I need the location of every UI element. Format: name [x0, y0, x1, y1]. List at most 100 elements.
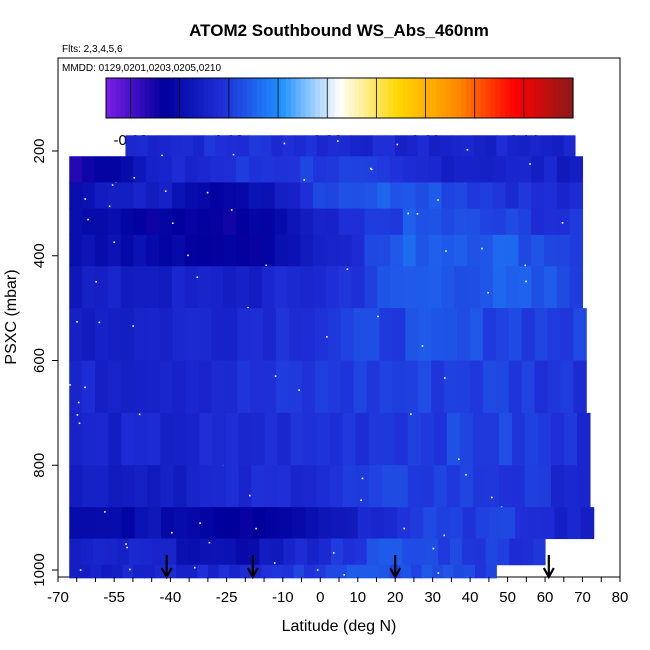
heatmap-cell — [534, 360, 549, 414]
heatmap-cell — [556, 156, 571, 183]
missing-sample-dot — [84, 386, 86, 389]
heatmap-cell — [69, 538, 82, 566]
heatmap-cell — [569, 156, 584, 183]
heatmap-cell — [462, 135, 475, 157]
heatmap-cell — [556, 234, 571, 267]
colorbar-segment — [368, 78, 375, 118]
heatmap-cell — [505, 156, 519, 183]
heatmap-cell — [344, 507, 359, 540]
colorbar-segment — [174, 78, 180, 118]
heatmap-cell — [485, 412, 500, 466]
x-tick-label: 20 — [387, 589, 404, 606]
colorbar-segment — [402, 78, 409, 118]
heatmap-cell — [197, 156, 211, 183]
heatmap-cell — [415, 266, 430, 309]
heatmap-cell — [479, 266, 494, 309]
heatmap-cell — [186, 412, 200, 466]
colorbar-segment — [412, 78, 418, 118]
x-tick-label: -10 — [272, 589, 294, 606]
heatmap-cell — [184, 208, 199, 236]
heatmap-cell — [140, 538, 154, 566]
heatmap-cell — [223, 208, 237, 236]
missing-sample-dot — [133, 177, 136, 179]
heatmap-cell — [107, 156, 122, 183]
heatmap-cell — [69, 234, 83, 267]
heatmap-cell — [116, 538, 130, 566]
heatmap-cell — [577, 465, 591, 508]
heatmap-cell — [133, 266, 147, 309]
heatmap-cell — [134, 412, 148, 466]
heatmap-cell — [307, 538, 320, 566]
heatmap-cell — [82, 465, 96, 508]
heatmap-cell — [128, 538, 142, 566]
heatmap-cell — [569, 182, 584, 210]
y-tick-label: 400 — [31, 243, 48, 268]
heatmap-cell — [251, 412, 266, 466]
heatmap-cell — [95, 412, 109, 466]
missing-sample-dot — [337, 140, 339, 142]
heatmap-cell — [354, 538, 368, 566]
heatmap-cell — [428, 208, 442, 236]
heatmap-cell — [402, 234, 417, 267]
x-axis: -70 -55 -40 -25 -10 0 10 20 30 40 50 60 70 80 — [47, 577, 628, 606]
heatmap-cell — [541, 135, 554, 157]
colorbar-segment — [300, 78, 307, 118]
heatmap-cell — [133, 308, 148, 361]
heatmap-cell — [146, 266, 160, 309]
x-tick-label: 60 — [537, 589, 554, 606]
heatmap-cell — [509, 538, 522, 566]
heatmap-cell — [133, 208, 147, 236]
latitude-arrow — [160, 555, 173, 580]
heatmap-cell — [432, 564, 444, 579]
heatmap-cell — [238, 412, 253, 466]
colorbar-frame — [105, 77, 574, 119]
heatmap-cell — [446, 412, 461, 466]
latitude-arrow — [542, 555, 555, 580]
missing-sample-dot — [274, 375, 277, 377]
heatmap-cell — [377, 156, 391, 183]
heatmap-cell — [368, 465, 383, 508]
heatmap-cell — [240, 564, 252, 579]
heatmap-cell — [236, 182, 250, 210]
heatmap-cell — [498, 465, 513, 508]
heatmap-cell — [479, 182, 494, 210]
heatmap-cell — [531, 234, 545, 267]
heatmap-cell — [390, 538, 403, 566]
heatmap-cell — [237, 135, 250, 157]
heatmap-cell — [394, 465, 409, 508]
heatmap-cell — [136, 135, 149, 157]
heatmap-cell — [338, 208, 353, 236]
colorbar-segment — [310, 78, 316, 118]
heatmap-cell — [94, 182, 109, 210]
heatmap-cell — [134, 507, 149, 540]
heatmap-cell — [287, 182, 301, 210]
missing-sample-dot — [416, 213, 419, 215]
missing-sample-dot — [273, 562, 276, 564]
heatmap-cell — [95, 465, 109, 508]
heatmap-cell — [364, 182, 378, 210]
heatmap-cell — [303, 465, 318, 508]
heatmap-cell — [199, 465, 213, 508]
heatmap-cell — [184, 156, 199, 183]
heatmap-cell — [229, 564, 241, 579]
heatmap-cell — [290, 465, 305, 508]
latitude-markers — [160, 555, 555, 580]
heatmap-cell — [563, 135, 576, 157]
colorbar-segment — [568, 78, 574, 118]
colorbar-segment — [451, 78, 457, 118]
y-axis-label: PSXC (mbar) — [3, 269, 20, 364]
heatmap-cell — [325, 564, 337, 579]
heatmap-cell — [264, 465, 279, 508]
heatmap-cell — [515, 507, 529, 540]
heatmap-cell — [394, 412, 409, 466]
heatmap-cell — [146, 156, 160, 183]
heatmap-cell — [325, 182, 340, 210]
heatmap-cell — [212, 412, 226, 466]
colorbar-segment — [339, 78, 345, 118]
heatmap-cell — [511, 412, 526, 466]
x-tick-label: -55 — [103, 589, 125, 606]
heatmap-cell — [120, 182, 134, 210]
heatmap-cell — [567, 507, 582, 540]
heatmap-cell — [325, 156, 340, 183]
y-tick-label: 1000 — [31, 553, 48, 586]
